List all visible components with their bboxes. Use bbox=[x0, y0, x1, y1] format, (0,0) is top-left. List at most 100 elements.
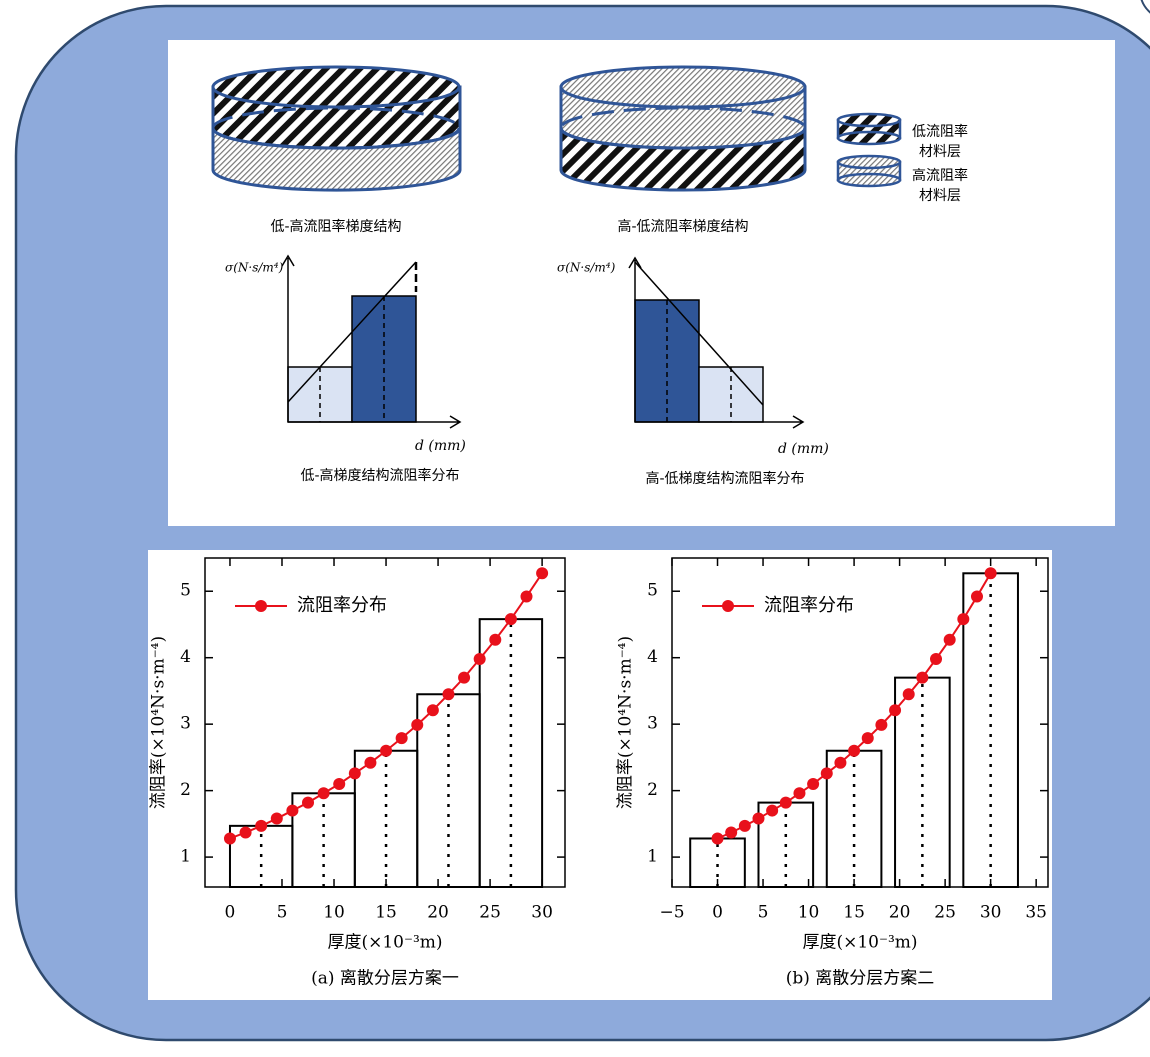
point bbox=[807, 777, 820, 790]
point bbox=[364, 756, 377, 769]
plot-frame bbox=[671, 557, 1049, 888]
point bbox=[984, 567, 997, 580]
x-tick-label: 25 bbox=[479, 903, 501, 923]
point bbox=[348, 767, 361, 780]
point bbox=[442, 688, 455, 701]
x-tick-label: 10 bbox=[323, 903, 345, 923]
point bbox=[302, 796, 315, 809]
point bbox=[458, 671, 471, 684]
legend-icons bbox=[836, 112, 902, 188]
schematic-right bbox=[628, 256, 805, 429]
axis-label: σ(N·s/m⁴) bbox=[225, 261, 284, 275]
x-tick-label: 30 bbox=[980, 903, 1002, 923]
axis-label: d (mm) bbox=[415, 438, 466, 454]
point bbox=[536, 567, 549, 580]
axis-label: σ(N·s/m⁴) bbox=[557, 261, 616, 275]
y-tick-label: 4 bbox=[180, 647, 191, 667]
point bbox=[738, 819, 751, 832]
plot-frame bbox=[204, 557, 566, 888]
x-tick-label: 35 bbox=[1025, 903, 1047, 923]
y-tick-label: 2 bbox=[180, 780, 191, 800]
point bbox=[286, 804, 299, 817]
point bbox=[411, 718, 424, 731]
point bbox=[970, 590, 983, 603]
cylinder-low-high bbox=[211, 65, 462, 192]
point bbox=[380, 744, 393, 757]
point bbox=[255, 819, 268, 832]
legend-text: 材料层 bbox=[919, 188, 961, 204]
point bbox=[333, 777, 346, 790]
caption: 高-低流阻率梯度结构 bbox=[617, 218, 748, 235]
point bbox=[223, 832, 236, 845]
point bbox=[875, 718, 888, 731]
point bbox=[916, 671, 929, 684]
point bbox=[489, 633, 502, 646]
point bbox=[711, 832, 724, 845]
x-tick-label: 0 bbox=[225, 903, 236, 923]
legend-text: 低流阻率 bbox=[912, 123, 968, 140]
y-axis-label: 流阻率(×10⁴N·s·m⁻⁴) bbox=[149, 636, 169, 809]
bottom-panel bbox=[148, 550, 1052, 1000]
x-tick-label: 10 bbox=[798, 903, 820, 923]
x-tick-label: 20 bbox=[889, 903, 911, 923]
y-tick-label: 3 bbox=[647, 714, 658, 734]
point bbox=[504, 613, 517, 626]
schematic-left bbox=[281, 254, 462, 429]
point bbox=[473, 653, 486, 666]
point bbox=[820, 767, 833, 780]
y-tick-label: 5 bbox=[647, 581, 658, 601]
axis-label: d (mm) bbox=[778, 441, 829, 457]
caption: 低-高梯度结构流阻率分布 bbox=[300, 467, 459, 484]
point bbox=[943, 633, 956, 646]
chart-caption: (b) 离散分层方案二 bbox=[786, 969, 935, 989]
x-tick-label: 5 bbox=[277, 903, 288, 923]
point bbox=[426, 704, 439, 717]
y-tick-label: 1 bbox=[647, 847, 658, 867]
x-tick-label: 15 bbox=[375, 903, 397, 923]
caption: 高-低梯度结构流阻率分布 bbox=[645, 470, 804, 487]
x-axis-label: 厚度(×10⁻³m) bbox=[802, 933, 917, 953]
point bbox=[239, 826, 252, 839]
corner-arc bbox=[1140, 0, 1150, 14]
y-tick-label: 4 bbox=[647, 647, 658, 667]
point bbox=[752, 812, 765, 825]
legend-text: 流阻率分布 bbox=[764, 595, 854, 616]
legend-text: 材料层 bbox=[919, 144, 961, 160]
point bbox=[861, 732, 874, 745]
legend-marker bbox=[722, 600, 734, 612]
point bbox=[395, 732, 408, 745]
point bbox=[270, 812, 283, 825]
point bbox=[766, 804, 779, 817]
cylinder-high-low bbox=[559, 65, 807, 192]
legend-text: 高流阻率 bbox=[912, 167, 968, 184]
chart-caption: (a) 离散分层方案一 bbox=[311, 969, 459, 989]
point bbox=[889, 704, 902, 717]
point bbox=[848, 744, 861, 757]
x-axis-label: 厚度(×10⁻³m) bbox=[327, 933, 442, 953]
x-tick-label: −5 bbox=[659, 903, 684, 923]
x-tick-label: 20 bbox=[427, 903, 449, 923]
y-tick-label: 3 bbox=[180, 714, 191, 734]
point bbox=[779, 796, 792, 809]
y-tick-label: 5 bbox=[180, 581, 191, 601]
x-tick-label: 30 bbox=[531, 903, 553, 923]
point bbox=[930, 653, 943, 666]
point bbox=[902, 688, 915, 701]
point bbox=[793, 787, 806, 800]
x-tick-label: 0 bbox=[712, 903, 723, 923]
point bbox=[725, 826, 738, 839]
y-tick-label: 2 bbox=[647, 780, 658, 800]
point bbox=[520, 590, 533, 603]
point bbox=[957, 613, 970, 626]
x-tick-label: 15 bbox=[843, 903, 865, 923]
x-tick-label: 25 bbox=[934, 903, 956, 923]
point bbox=[317, 787, 330, 800]
x-tick-label: 5 bbox=[758, 903, 769, 923]
point bbox=[834, 756, 847, 769]
y-tick-label: 1 bbox=[180, 847, 191, 867]
legend-marker bbox=[255, 600, 267, 612]
y-axis-label: 流阻率(×10⁴N·s·m⁻⁴) bbox=[616, 636, 636, 809]
caption: 低-高流阻率梯度结构 bbox=[270, 218, 401, 235]
